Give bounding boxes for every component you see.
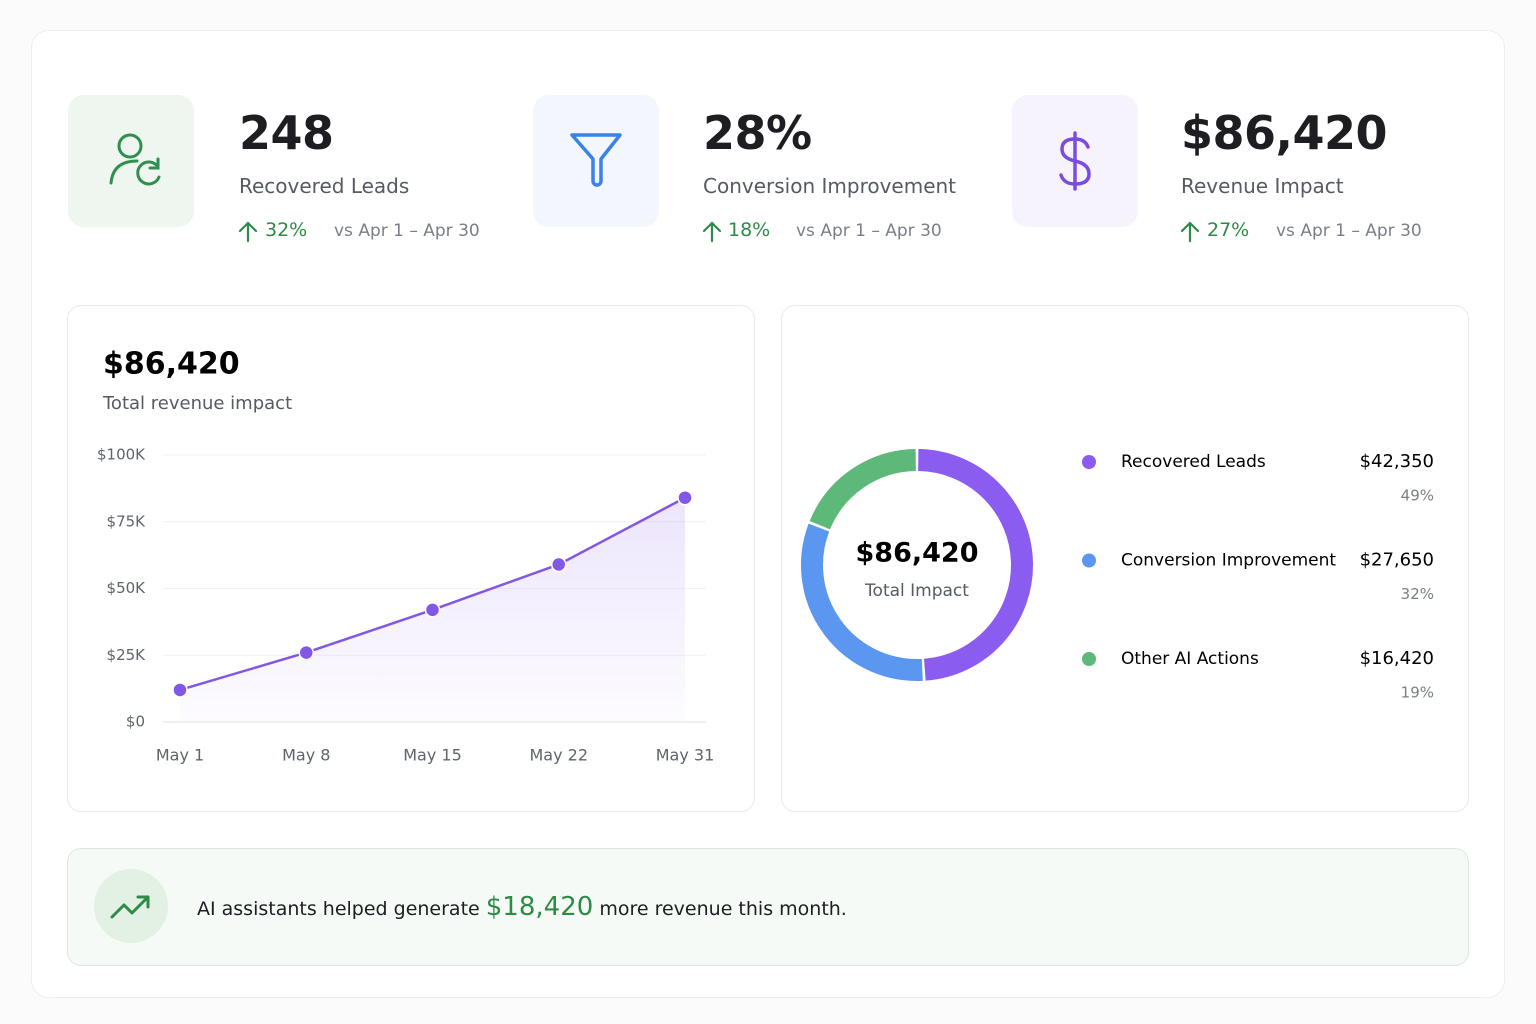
donut-center-label: Total Impact [864,581,969,601]
point [677,489,693,506]
stat-comparison: vs Apr 1 – Apr 30 [796,221,942,241]
legend-dot [1082,553,1096,568]
banner-prefix: AI assistants helped generate [197,898,480,920]
point [298,644,314,661]
point [551,556,567,573]
stat-value: 28% [703,106,812,160]
icon-box [533,95,659,227]
chart-subtitle: Total revenue impact [102,393,292,414]
y-tick-label: $25K [107,646,147,664]
donut-segment [809,449,917,530]
stat-value: 248 [239,106,334,160]
x-tick-label: May 22 [529,746,588,765]
x-tick-label: May 15 [403,746,462,765]
stat-label: Recovered Leads [239,174,410,198]
icon-box [68,95,194,227]
y-tick-label: $100K [97,446,146,464]
donut-segment [918,449,1033,681]
legend-value: $27,650 [1360,550,1434,571]
y-tick-label: $75K [107,512,147,530]
y-tick-label: $50K [107,579,147,597]
legend-value: $16,420 [1360,648,1434,669]
banner-amount: $18,420 [485,892,594,922]
banner-text: AI assistants helped generate $18,420 mo… [197,892,847,922]
user-icon [109,133,161,186]
legend-label: Recovered Leads [1121,452,1266,472]
stat-comparison: vs Apr 1 – Apr 30 [1276,221,1422,241]
x-tick-label: May 1 [156,746,204,765]
legend-share: 19% [1401,684,1434,702]
donut-center-value: $86,420 [856,538,979,569]
dollar-icon [1059,131,1091,191]
donut-segment [801,523,923,681]
banner-suffix: more revenue this month. [599,898,847,920]
legend-label: Conversion Improvement [1121,551,1336,571]
point [424,602,441,618]
banner [67,848,1469,966]
stat-label: Revenue Impact [1181,174,1344,198]
legend-dot [1082,455,1096,469]
stat-change: 32% [265,219,308,241]
x-tick-label: May 8 [282,746,330,765]
x-tick-label: May 31 [656,746,715,765]
donut-panel [781,305,1469,812]
y-tick-label: $0 [126,713,145,731]
up-arrow [238,221,258,243]
legend-value: $42,350 [1360,451,1434,472]
legend-label: Other AI Actions [1121,649,1259,669]
up-arrow [702,221,722,243]
legend-dot [1082,652,1096,666]
funnel-icon [570,133,622,187]
stat-change: 18% [728,219,771,241]
icon-box [1012,95,1138,227]
chart-title: $86,420 [103,347,240,382]
stat-comparison: vs Apr 1 – Apr 30 [334,221,480,241]
stat-change: 27% [1207,219,1250,241]
legend-share: 49% [1401,487,1434,505]
legend-share: 32% [1401,585,1434,603]
stat-label: Conversion Improvement [703,174,957,198]
point [172,682,188,698]
trend-icon [94,869,168,943]
up-arrow [1180,221,1200,243]
stat-value: $86,420 [1181,106,1388,160]
